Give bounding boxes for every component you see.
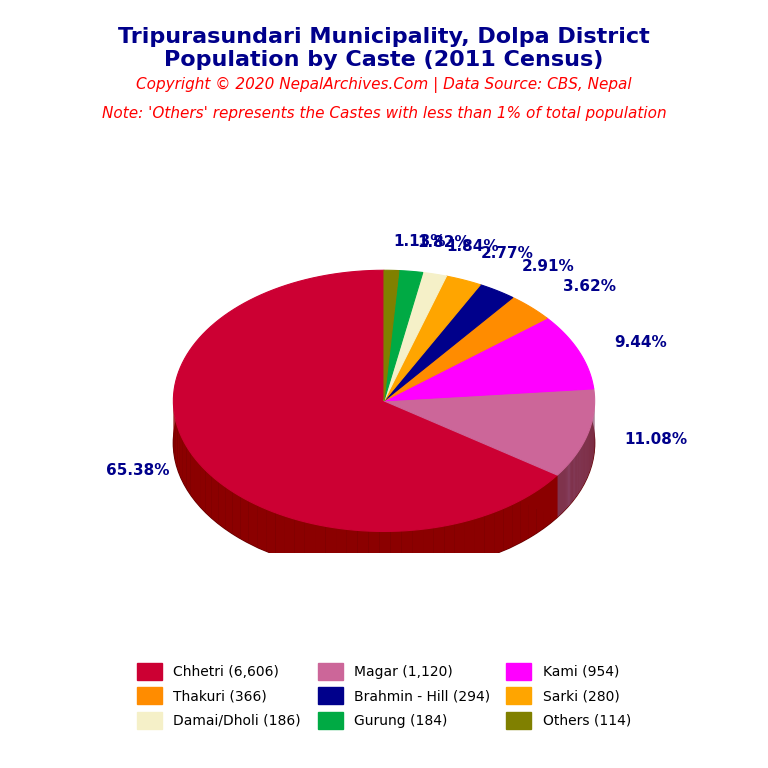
Polygon shape	[266, 509, 276, 555]
Polygon shape	[558, 473, 559, 516]
Polygon shape	[565, 466, 566, 509]
Text: 11.08%: 11.08%	[624, 432, 687, 448]
Polygon shape	[384, 401, 558, 517]
Polygon shape	[384, 273, 446, 401]
Polygon shape	[384, 270, 423, 401]
Text: Population by Caste (2011 Census): Population by Caste (2011 Census)	[164, 50, 604, 70]
Polygon shape	[249, 501, 257, 548]
Polygon shape	[233, 492, 240, 538]
Polygon shape	[384, 270, 399, 401]
Text: 1.13%: 1.13%	[393, 234, 445, 249]
Polygon shape	[494, 508, 503, 554]
Polygon shape	[503, 505, 512, 551]
Polygon shape	[295, 519, 305, 564]
Text: 1.82%: 1.82%	[417, 235, 469, 250]
Polygon shape	[384, 318, 594, 401]
Ellipse shape	[174, 313, 594, 574]
Polygon shape	[187, 446, 190, 495]
Text: 9.44%: 9.44%	[614, 335, 667, 350]
Polygon shape	[379, 531, 390, 574]
Polygon shape	[566, 465, 568, 508]
Polygon shape	[384, 401, 558, 517]
Polygon shape	[561, 470, 562, 513]
Polygon shape	[537, 486, 544, 533]
Polygon shape	[564, 467, 565, 511]
Text: 1.84%: 1.84%	[446, 239, 498, 253]
Polygon shape	[276, 513, 285, 558]
Polygon shape	[569, 462, 570, 505]
Polygon shape	[572, 458, 573, 502]
Polygon shape	[206, 470, 212, 518]
Polygon shape	[218, 482, 225, 529]
Polygon shape	[212, 476, 218, 524]
Polygon shape	[551, 475, 558, 523]
Polygon shape	[315, 525, 326, 568]
Polygon shape	[512, 500, 521, 547]
Polygon shape	[390, 531, 402, 574]
Polygon shape	[529, 491, 537, 538]
Text: 2.91%: 2.91%	[522, 259, 574, 274]
Polygon shape	[257, 505, 266, 551]
Text: 65.38%: 65.38%	[106, 463, 170, 478]
Polygon shape	[240, 496, 249, 543]
Polygon shape	[336, 528, 347, 571]
Text: Note: 'Others' represents the Castes with less than 1% of total population: Note: 'Others' represents the Castes wit…	[101, 106, 667, 121]
Text: 2.77%: 2.77%	[482, 246, 534, 261]
Polygon shape	[384, 297, 547, 401]
Polygon shape	[200, 465, 206, 512]
Polygon shape	[384, 389, 594, 475]
Polygon shape	[174, 413, 176, 462]
Polygon shape	[434, 526, 445, 570]
Polygon shape	[412, 529, 423, 572]
Polygon shape	[423, 528, 434, 571]
Text: Copyright © 2020 NepalArchives.Com | Data Source: CBS, Nepal: Copyright © 2020 NepalArchives.Com | Dat…	[136, 77, 632, 93]
Polygon shape	[485, 512, 494, 558]
Polygon shape	[183, 439, 187, 488]
Polygon shape	[402, 530, 412, 573]
Polygon shape	[180, 433, 183, 482]
Polygon shape	[521, 495, 529, 542]
Polygon shape	[574, 456, 575, 499]
Polygon shape	[465, 518, 475, 564]
Polygon shape	[347, 529, 358, 573]
Text: Tripurasundari Municipality, Dolpa District: Tripurasundari Municipality, Dolpa Distr…	[118, 27, 650, 47]
Polygon shape	[384, 285, 513, 401]
Polygon shape	[225, 487, 233, 534]
Polygon shape	[445, 524, 455, 568]
Polygon shape	[544, 481, 551, 528]
Polygon shape	[571, 459, 572, 502]
Polygon shape	[174, 270, 558, 531]
Text: 3.62%: 3.62%	[563, 279, 616, 294]
Polygon shape	[176, 420, 177, 468]
Polygon shape	[195, 458, 200, 507]
Polygon shape	[570, 462, 571, 505]
Polygon shape	[562, 469, 564, 512]
Polygon shape	[559, 472, 561, 515]
Polygon shape	[568, 463, 569, 506]
Polygon shape	[326, 526, 336, 570]
Polygon shape	[358, 531, 369, 573]
Polygon shape	[285, 516, 295, 561]
Polygon shape	[369, 531, 379, 574]
Polygon shape	[455, 521, 465, 566]
Polygon shape	[573, 457, 574, 500]
Polygon shape	[177, 426, 180, 475]
Polygon shape	[305, 522, 315, 566]
Polygon shape	[575, 455, 576, 498]
Polygon shape	[475, 515, 485, 561]
Legend: Chhetri (6,606), Thakuri (366), Damai/Dholi (186), Magar (1,120), Brahmin - Hill: Chhetri (6,606), Thakuri (366), Damai/Dh…	[131, 657, 637, 734]
Polygon shape	[190, 452, 195, 501]
Polygon shape	[384, 276, 480, 401]
